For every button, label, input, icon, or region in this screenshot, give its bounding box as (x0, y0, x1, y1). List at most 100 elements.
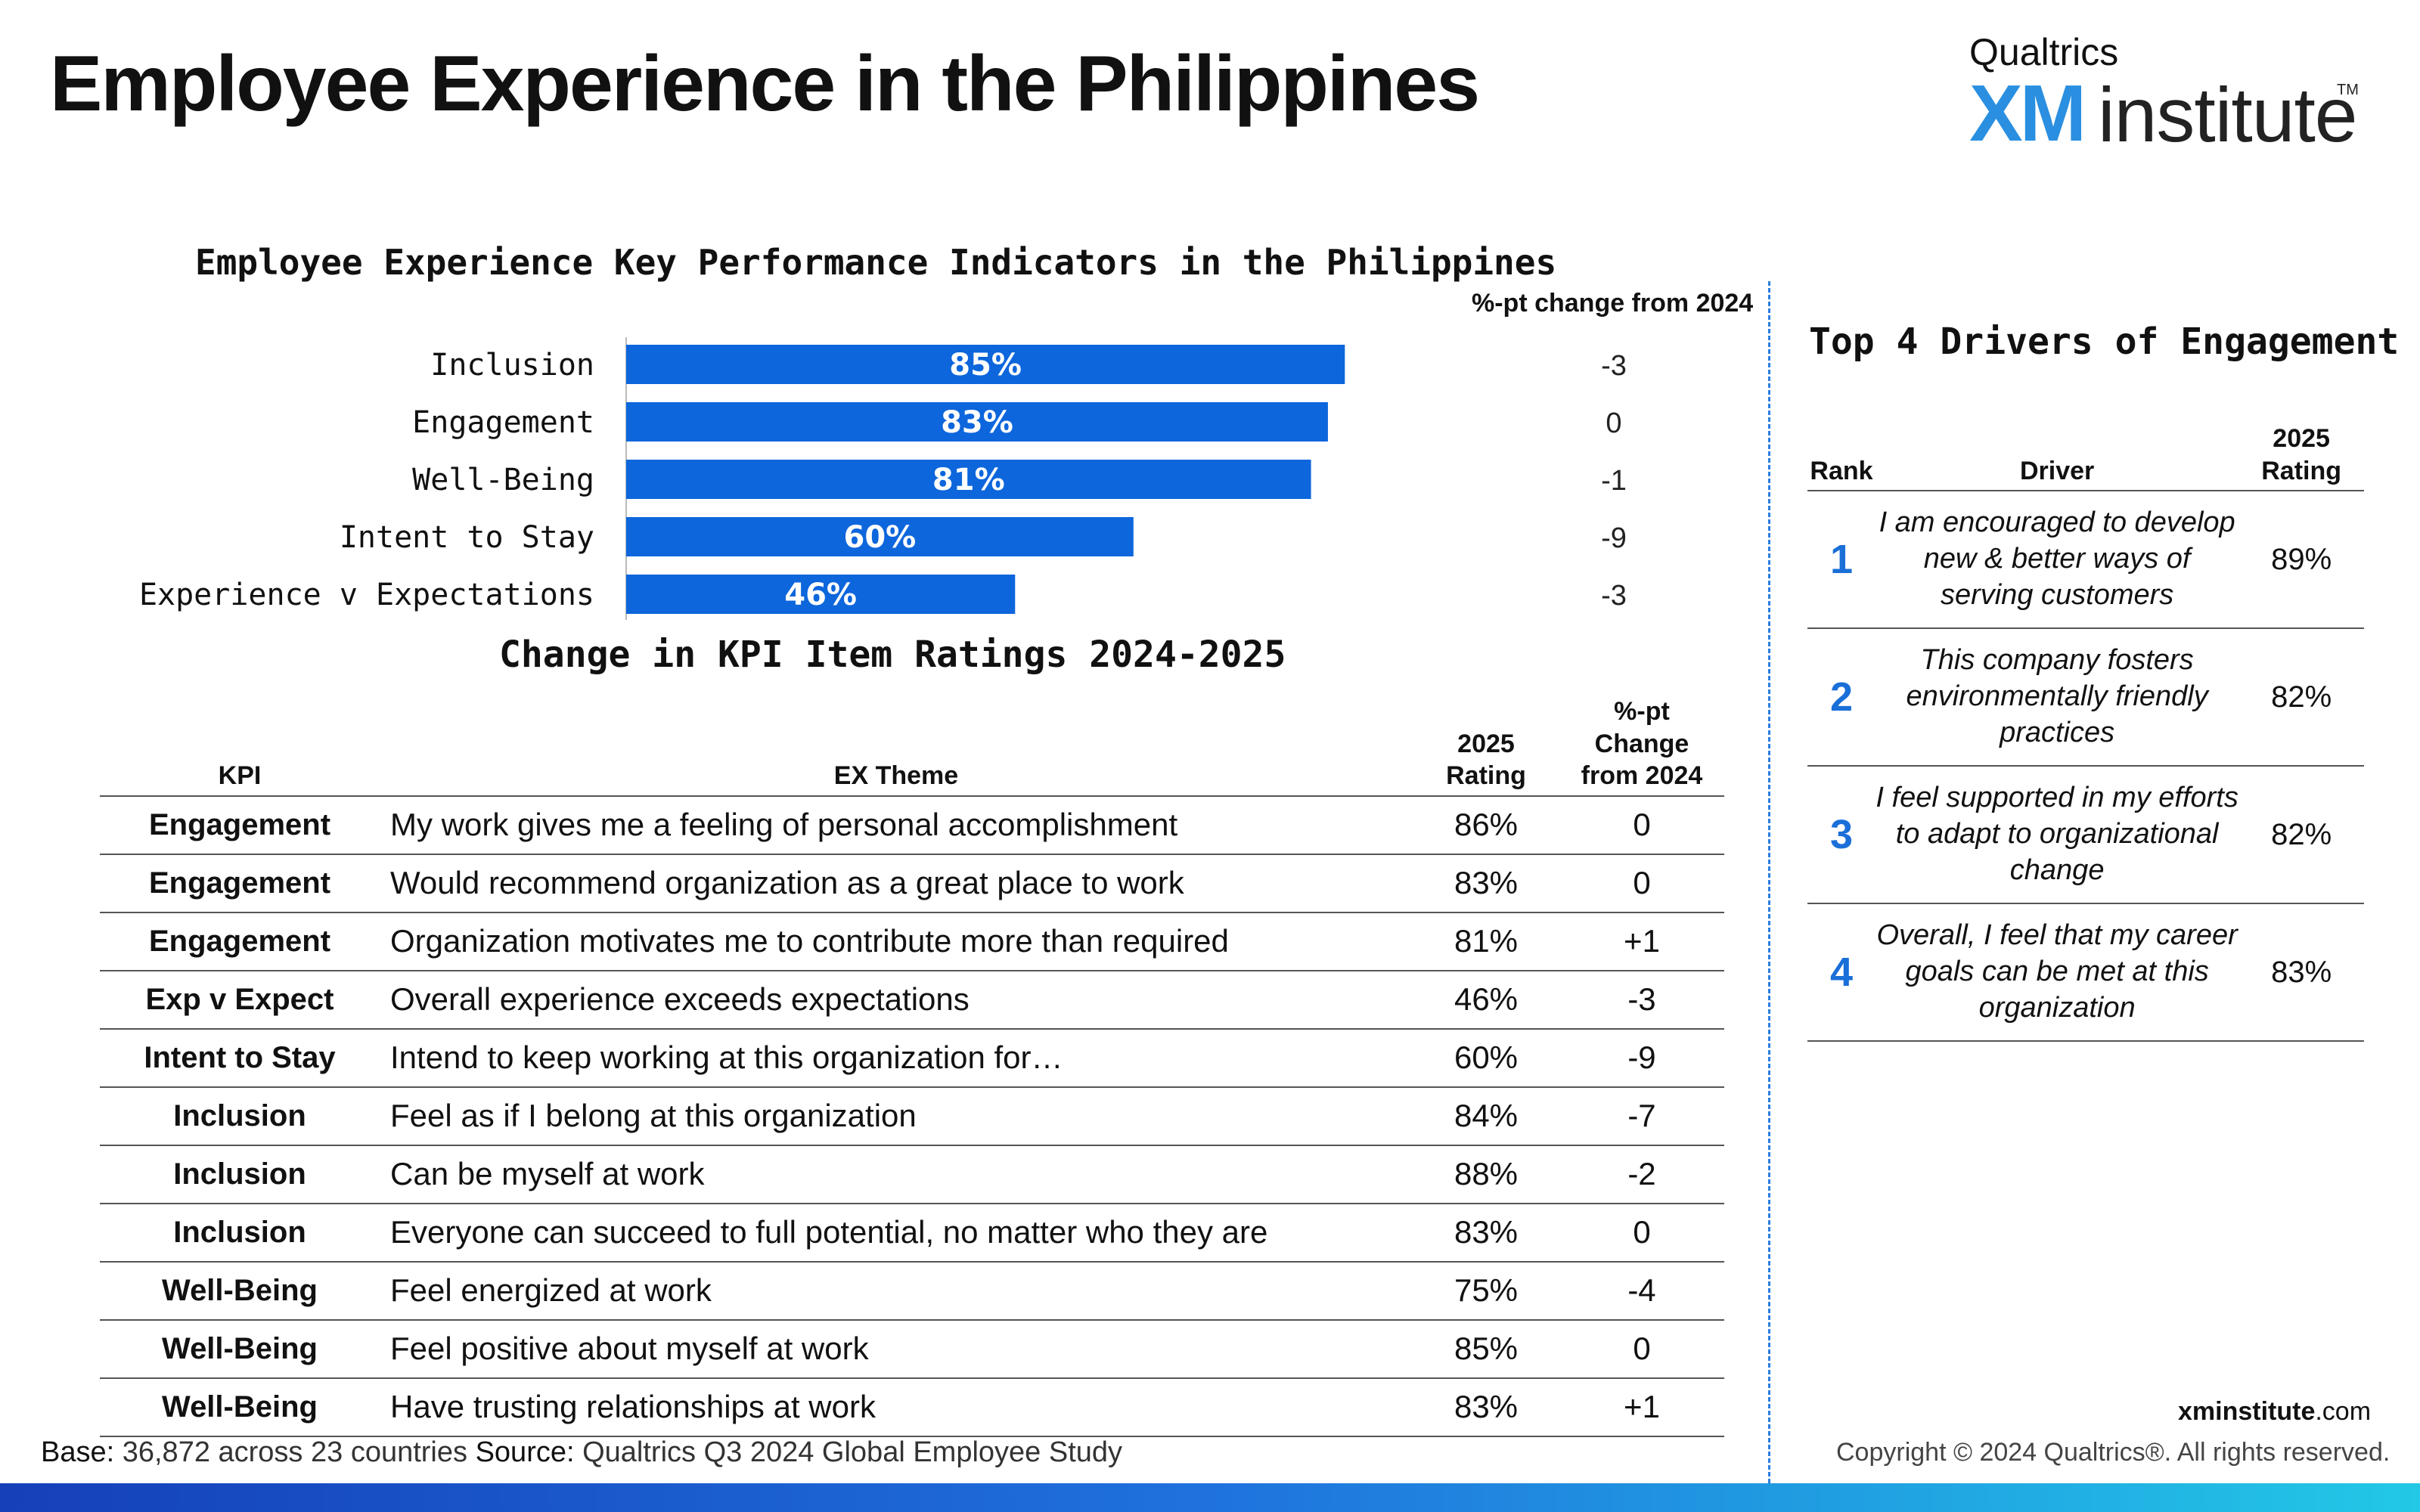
driver-rank: 4 (1807, 903, 1876, 1042)
row-change: 0 (1559, 1319, 1724, 1379)
col-header-theme: EX Theme (380, 696, 1413, 797)
drivers-header-rank: Rank (1807, 417, 1876, 491)
site-bold: xminstitute (2178, 1397, 2316, 1426)
row-kpi: Exp v Expect (100, 970, 380, 1030)
bottom-gradient-bar (0, 1483, 2420, 1512)
row-rating: 81% (1413, 912, 1559, 971)
row-change: -9 (1559, 1028, 1724, 1088)
driver-text: I feel supported in my efforts to adapt … (1876, 766, 2239, 904)
kpi-bar (626, 517, 1134, 556)
kpi-category-label: Engagement (412, 405, 594, 440)
row-change: +1 (1559, 912, 1724, 971)
kpi-category-label: Intent to Stay (340, 520, 594, 555)
row-kpi: Well-Being (100, 1319, 380, 1379)
row-kpi: Inclusion (100, 1086, 380, 1146)
row-rating: 84% (1413, 1086, 1559, 1146)
row-kpi: Inclusion (100, 1203, 380, 1263)
site-link[interactable]: xminstitute.com (2178, 1397, 2371, 1427)
drivers-title: Top 4 Drivers of Engagement (1809, 321, 2400, 363)
logo-brand: Qualtrics (1969, 31, 2119, 73)
driver-rating: 82% (2238, 628, 2364, 767)
row-theme: Everyone can succeed to full potential, … (380, 1203, 1413, 1263)
row-kpi: Engagement (100, 795, 380, 855)
row-theme: Feel energized at work (380, 1261, 1413, 1321)
kpi-change-value: -9 (1601, 522, 1627, 554)
row-rating: 60% (1413, 1028, 1559, 1088)
kpi-category-label: Well-Being (412, 463, 594, 497)
kpi-data-label: 81% (932, 463, 1005, 497)
kpi-change-header: %-pt change from 2024 (1472, 289, 1754, 318)
table-header-row: KPI EX Theme 2025 Rating %-pt Change fro… (100, 696, 1724, 797)
row-rating: 86% (1413, 795, 1559, 855)
driver-rating: 83% (2238, 903, 2364, 1042)
kpi-bar-chart: Inclusion 85% -3 Engagement 83% 0 Well-Being 81… (139, 337, 1627, 620)
driver-row: 2 This company fosters environmentally fr… (1807, 628, 2364, 767)
col-header-change: %-pt Change from 2024 (1559, 696, 1724, 797)
row-theme: My work gives me a feeling of personal a… (380, 795, 1413, 855)
driver-text: This company fosters environmentally fri… (1876, 628, 2239, 767)
driver-rank: 2 (1807, 628, 1876, 767)
driver-rank: 1 (1807, 491, 1876, 629)
section-divider (1768, 281, 1770, 1483)
row-change: +1 (1559, 1377, 1724, 1437)
driver-rating: 82% (2238, 766, 2364, 904)
kpi-bar (626, 402, 1328, 442)
row-kpi: Engagement (100, 854, 380, 913)
table-row: Engagement Organization motivates me to c… (100, 912, 1724, 971)
row-theme: Organization motivates me to contribute … (380, 912, 1413, 971)
row-theme: Have trusting relationships at work (380, 1377, 1413, 1437)
kpi-category-label: Inclusion (430, 348, 594, 383)
base-label: Base: (41, 1436, 115, 1468)
driver-rank: 3 (1807, 766, 1876, 904)
table-row: Engagement Would recommend organization a… (100, 854, 1724, 913)
row-theme: Feel positive about myself at work (380, 1319, 1413, 1379)
driver-rating: 89% (2238, 491, 2364, 629)
row-rating: 88% (1413, 1145, 1559, 1204)
copyright: Copyright © 2024 Qualtrics®. All rights … (1836, 1438, 2391, 1467)
kpi-chart-title: Employee Experience Key Performance Indi… (195, 242, 1557, 283)
row-kpi: Intent to Stay (100, 1028, 380, 1088)
row-kpi: Inclusion (100, 1145, 380, 1204)
table-row: Inclusion Feel as if I belong at this org… (100, 1086, 1724, 1146)
table-row: Well-Being Feel energized at work 75% -4 (100, 1261, 1724, 1321)
kpi-change-value: -3 (1601, 580, 1627, 612)
table-row: Exp v Expect Overall experience exceeds e… (100, 970, 1724, 1030)
source-text: Qualtrics Q3 2024 Global Employee Study (574, 1436, 1123, 1468)
xm-institute-logo: Qualtrics XM institute TM (1969, 30, 2363, 158)
row-theme: Overall experience exceeds expectations (380, 970, 1413, 1030)
page-title: Employee Experience in the Philippines (50, 40, 1480, 128)
drivers-header-rating: 2025 Rating (2238, 417, 2364, 491)
kpi-bar (626, 460, 1311, 499)
row-change: 0 (1559, 854, 1724, 913)
row-theme: Intend to keep working at this organizat… (380, 1028, 1413, 1088)
row-rating: 83% (1413, 1203, 1559, 1263)
logo-tm: TM (2337, 82, 2359, 98)
row-rating: 83% (1413, 854, 1559, 913)
row-change: -3 (1559, 970, 1724, 1030)
table-row: Well-Being Have trusting relationships at… (100, 1377, 1724, 1437)
drivers-header-driver: Driver (1876, 417, 2239, 491)
row-kpi: Engagement (100, 912, 380, 971)
source-label: Source: (475, 1436, 575, 1468)
row-rating: 85% (1413, 1319, 1559, 1379)
kpi-change-value: 0 (1606, 407, 1621, 439)
table-row: Well-Being Feel positive about myself at … (100, 1319, 1724, 1379)
row-kpi: Well-Being (100, 1377, 380, 1437)
row-rating: 83% (1413, 1377, 1559, 1437)
kpi-data-label: 46% (784, 578, 857, 612)
row-rating: 46% (1413, 970, 1559, 1030)
row-rating: 75% (1413, 1261, 1559, 1321)
table-row: Engagement My work gives me a feeling of … (100, 795, 1724, 855)
row-change: -7 (1559, 1086, 1724, 1146)
site-rest: .com (2315, 1397, 2372, 1426)
row-theme: Would recommend organization as a great … (380, 854, 1413, 913)
row-kpi: Well-Being (100, 1261, 380, 1321)
kpi-data-label: 83% (941, 405, 1013, 440)
kpi-change-value: -3 (1601, 350, 1627, 382)
kpi-category-label: Experience v Expectations (139, 578, 594, 612)
row-change: 0 (1559, 795, 1724, 855)
table-row: Inclusion Can be myself at work 88% -2 (100, 1145, 1724, 1204)
logo-word: institute (2098, 72, 2358, 158)
